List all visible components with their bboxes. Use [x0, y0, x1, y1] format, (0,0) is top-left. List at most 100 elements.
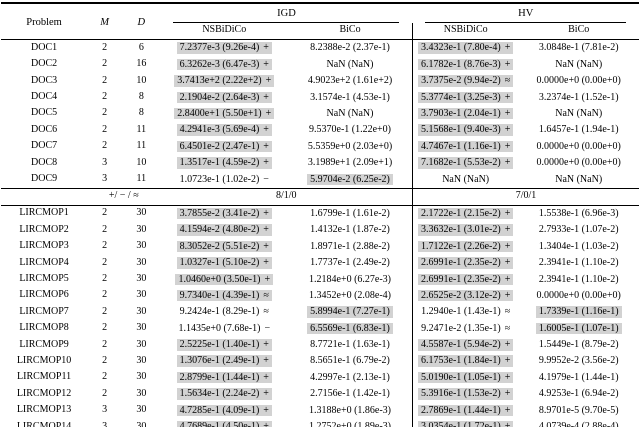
problem-name: DOC4 [31, 91, 58, 103]
hv-nsbidico-cell: 1.2940e-1 (1.43e-1) ≈ [411, 303, 519, 321]
highlighted-value: 1.0460e+0 (3.50e-1) + [175, 273, 274, 285]
highlighted-value: 1.7122e-1 (2.26e-2) + [418, 240, 514, 253]
significance-sign: + [263, 124, 269, 136]
igd-bico-cell: 4.2997e-1 (2.13e-1) [288, 370, 412, 386]
igd-nsbidico-cell: 1.0723e-1 (1.02e-2) − [160, 171, 288, 188]
d-value: 30 [136, 354, 147, 366]
hv-nsbidico-cell: 3.4323e-1 (7.80e-4) + [411, 39, 519, 57]
significance-sign: ≈ [263, 289, 269, 301]
igd-bico-cell: 1.2752e+0 (1.89e-3) [288, 419, 412, 427]
significance-sign: + [504, 107, 511, 119]
hv-nsbidico-cell: 2.1722e-1 (2.15e-2) + [411, 205, 519, 223]
highlighted-value: 1.0327e-1 (5.10e-2) + [176, 257, 272, 269]
highlighted-value: 4.7689e-1 (4.50e-1) + [176, 421, 272, 427]
problem-name: LIRCMOP8 [19, 322, 69, 334]
table-row: DOC2 2 16 6.3262e-3 (6.47e-3) + NaN (NaN) 6.17… [1, 56, 639, 73]
value-text: 0.0000e+0 (0.00e+0) [536, 75, 621, 87]
value-text: 5.5359e+0 (2.03e+0) [307, 140, 393, 152]
column-header-igd-nsbidico: NSBiDiCo [160, 23, 289, 41]
igd-bico-cell: 5.5359e+0 (2.03e+0) [288, 138, 412, 154]
problem-name: DOC5 [31, 107, 58, 119]
significance-sign: + [263, 388, 269, 400]
hv-bico-cell: 0.0000e+0 (0.00e+0) [518, 73, 639, 89]
value-text: 3.2374e-1 (1.52e-1) [538, 91, 619, 103]
highlighted-value: 2.1904e-2 (2.64e-3) + [176, 91, 272, 104]
igd-nsbidico-cell: 4.1594e-2 (4.80e-2) + [160, 222, 288, 238]
highlighted-value: 3.0354e-1 (1.72e-1) + [418, 421, 514, 427]
problem-name: LIRCMOP13 [16, 404, 72, 416]
d-value: 30 [136, 240, 147, 252]
problem-name: LIRCMOP10 [16, 354, 72, 366]
igd-bico-cell: 1.2184e+0 (6.27e-3) [288, 271, 412, 287]
column-header-igd-bico: BiCo [288, 23, 413, 41]
problem-name: LIRCMOP5 [19, 273, 69, 284]
m-value: 2 [102, 107, 108, 119]
value-text: 9.9952e-2 (3.56e-2) [538, 355, 619, 367]
highlighted-value: 1.6005e-1 (1.07e-1) [535, 322, 622, 335]
significance-sign: − [263, 173, 269, 185]
value-text: 1.3404e-1 (1.03e-2) [538, 240, 619, 252]
value-text: 4.9023e+2 (1.61e+2) [307, 75, 393, 87]
problem-name: LIRCMOP14 [16, 420, 72, 427]
significance-sign: + [504, 339, 511, 351]
hv-nsbidico-cell: 3.3632e-1 (3.01e-2) + [411, 222, 519, 239]
igd-bico-cell: 3.1989e+1 (2.09e+1) [288, 155, 412, 171]
d-value: 30 [136, 404, 147, 416]
value-text: 4.1979e-1 (1.44e-1) [538, 371, 619, 383]
d-value: 30 [136, 256, 147, 268]
igd-bico-cell: 1.3188e+0 (1.86e-3) [288, 402, 412, 418]
significance-sign: + [504, 157, 511, 169]
d-value: 30 [136, 305, 147, 317]
igd-bico-cell: 8.2388e-2 (2.37e-1) [288, 40, 412, 57]
m-value: 2 [102, 387, 108, 399]
highlighted-value: 7.1682e-1 (5.53e-2) + [418, 157, 514, 169]
igd-nsbidico-cell: 8.3052e-2 (5.51e-2) + [160, 238, 288, 254]
m-value: 2 [102, 123, 108, 135]
highlighted-value: 3.7903e-1 (2.04e-1) + [418, 107, 514, 120]
value-text: 8.9701e-5 (9.70e-5) [538, 404, 619, 416]
igd-bico-cell: 8.7721e-1 (1.63e-1) [288, 337, 412, 353]
value-text: 1.4132e-1 (1.87e-2) [310, 224, 390, 236]
hv-bico-cell: NaN (NaN) [518, 106, 639, 122]
significance-sign: + [504, 371, 511, 383]
m-value: 2 [102, 273, 108, 284]
igd-nsbidico-cell: 6.4501e-2 (2.47e-1) + [160, 138, 288, 154]
igd-nsbidico-cell: 9.2424e-1 (8.29e-1) ≈ [160, 304, 288, 320]
significance-sign: ≈ [504, 306, 511, 318]
highlighted-value: 6.3262e-3 (6.47e-3) + [176, 58, 272, 71]
problem-name: LIRCMOP3 [19, 240, 69, 252]
table-row: DOC5 2 8 2.8400e+1 (5.50e+1) + NaN (NaN) 3.790… [1, 105, 639, 123]
table-header: Problem M D IGD HV NSBiDiCo BiCo NSBiDiC… [1, 3, 639, 41]
highlighted-value: 6.4501e-2 (2.47e-1) + [176, 140, 272, 153]
table-row: LIRCMOP10 2 30 1.3076e-1 (2.49e-1) + 8.5651e-… [1, 353, 639, 370]
highlighted-value: 5.8994e-1 (7.27e-1) [307, 306, 393, 318]
igd-nsbidico-cell: 1.5634e-1 (2.24e-2) + [160, 386, 288, 402]
value-text: 8.7721e-1 (1.63e-1) [310, 339, 390, 351]
igd-nsbidico-cell: 2.8400e+1 (5.50e+1) + [160, 106, 288, 122]
m-value: 2 [102, 256, 108, 268]
d-value: 8 [138, 107, 144, 119]
highlighted-value: 4.5587e-1 (5.94e-2) + [418, 339, 514, 351]
highlighted-value: 6.5569e-1 (6.83e-1) [307, 322, 393, 335]
value-text: 1.3452e+0 (2.08e-4) [309, 289, 392, 301]
value-text: 1.1435e+0 (7.68e-1) − [178, 322, 271, 334]
summary-igd-count: 8/1/0 [160, 187, 413, 206]
igd-bico-cell: 9.5370e-1 (1.22e+0) [288, 122, 412, 138]
highlighted-value: 8.3052e-2 (5.51e-2) + [176, 240, 272, 253]
hv-bico-cell: NaN (NaN) [518, 171, 639, 188]
highlighted-value: 1.7339e-1 (1.16e-1) [535, 306, 622, 318]
significance-sign: ≈ [504, 75, 511, 87]
hv-bico-cell: 4.9253e-1 (6.94e-2) [518, 386, 639, 402]
value-text: 0.0000e+0 (0.00e+0) [536, 289, 621, 301]
table-row: DOC6 2 11 4.2941e-3 (5.69e-4) + 9.5370e-1 (1.… [1, 122, 639, 139]
group-header-igd: IGD [160, 3, 412, 24]
igd-nsbidico-cell: 1.0327e-1 (5.10e-2) + [160, 255, 288, 271]
group-header-row: Problem M D IGD HV [1, 3, 639, 41]
igd-nsbidico-cell: 1.0460e+0 (3.50e-1) + [160, 271, 288, 287]
highlighted-value: 5.3916e-1 (1.53e-2) + [418, 388, 514, 400]
value-text: NaN (NaN) [442, 173, 490, 185]
value-text: 3.0848e-1 (7.81e-2) [538, 42, 619, 54]
column-header-m: M [87, 3, 123, 41]
d-value: 30 [136, 207, 147, 219]
